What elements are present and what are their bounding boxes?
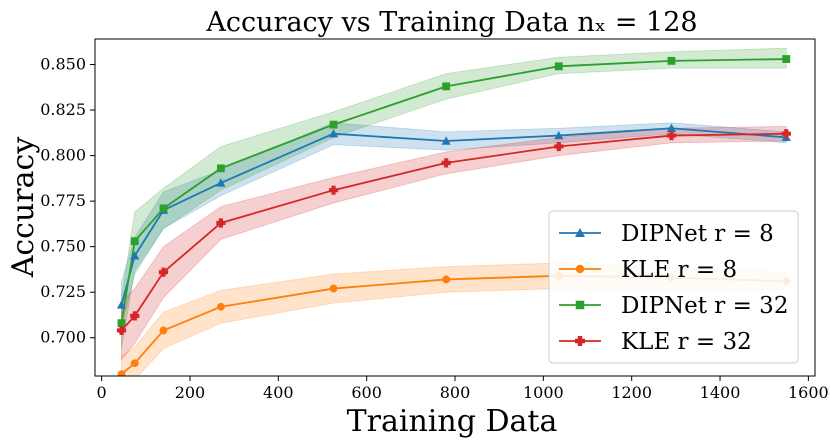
point-series-3 xyxy=(554,141,564,152)
legend: DIPNet r = 8 KLE r = 8 DIPNet r = 32 KLE r … xyxy=(548,210,799,364)
point-series-3 xyxy=(441,158,451,168)
point-series-2 xyxy=(782,55,791,63)
legend-label-3: KLE r = 32 xyxy=(621,329,752,355)
point-series-0 xyxy=(328,129,339,138)
legend-label-1: KLE r = 8 xyxy=(621,257,737,283)
legend-marker-0 xyxy=(575,228,585,237)
point-series-0 xyxy=(441,136,451,145)
y-tick-label: 0.850 xyxy=(40,55,86,74)
point-series-1 xyxy=(442,275,451,284)
point-series-1 xyxy=(117,370,126,376)
y-tick-label: 0.775 xyxy=(40,191,86,210)
legend-label-0: DIPNet r = 8 xyxy=(621,221,774,247)
x-tick-label: 1400 xyxy=(700,383,741,402)
point-series-0 xyxy=(666,123,677,132)
point-series-1 xyxy=(159,326,168,335)
x-axis-label: Training Data xyxy=(347,404,558,439)
point-series-1 xyxy=(130,359,139,368)
legend-marker-2 xyxy=(575,300,585,310)
point-series-2 xyxy=(442,82,451,91)
point-series-2 xyxy=(216,164,225,173)
axis-ticks: 0 200 400 600 800 1000 1200 1400 1600 0.700 0.725 0… xyxy=(40,55,829,402)
legend-marker-1 xyxy=(575,264,585,274)
point-series-1 xyxy=(329,284,338,293)
x-tick-label: 200 xyxy=(175,383,206,402)
point-series-3 xyxy=(116,325,127,336)
y-tick-label: 0.725 xyxy=(40,282,86,301)
x-tick-label: 0 xyxy=(97,383,107,402)
plot-frame xyxy=(94,38,816,377)
y-axis-label: Accuracy xyxy=(6,137,41,279)
point-series-3 xyxy=(130,311,140,321)
point-series-0 xyxy=(216,178,226,187)
point-series-2 xyxy=(667,56,676,65)
point-series-3 xyxy=(158,267,169,277)
point-series-2 xyxy=(117,319,126,328)
point-series-0 xyxy=(116,300,127,309)
x-tick-label: 1000 xyxy=(523,383,564,402)
point-series-0 xyxy=(554,130,564,140)
y-tick-label: 0.700 xyxy=(40,328,86,347)
point-series-2 xyxy=(159,204,168,213)
point-series-3 xyxy=(781,129,791,139)
point-series-3 xyxy=(666,130,677,141)
legend-marker-3 xyxy=(575,336,585,346)
band-series-2 xyxy=(121,47,787,349)
y-tick-label: 0.800 xyxy=(40,146,86,165)
chart-title: Accuracy vs Training Data nₓ = 128 xyxy=(205,7,697,38)
point-series-1 xyxy=(216,302,225,311)
x-tick-label: 1600 xyxy=(788,383,829,402)
x-tick-label: 800 xyxy=(440,383,471,402)
x-tick-label: 1200 xyxy=(611,383,652,402)
x-tick-label: 400 xyxy=(263,383,294,402)
point-series-2 xyxy=(554,62,563,71)
y-tick-label: 0.825 xyxy=(40,100,86,119)
point-series-2 xyxy=(329,120,338,129)
legend-label-2: DIPNet r = 32 xyxy=(621,293,788,319)
y-tick-label: 0.750 xyxy=(40,237,86,256)
legend-box xyxy=(548,210,799,364)
point-series-3 xyxy=(328,185,339,195)
point-series-3 xyxy=(216,218,226,228)
point-series-2 xyxy=(130,237,139,246)
x-tick-label: 600 xyxy=(351,383,382,402)
point-series-0 xyxy=(130,251,140,260)
